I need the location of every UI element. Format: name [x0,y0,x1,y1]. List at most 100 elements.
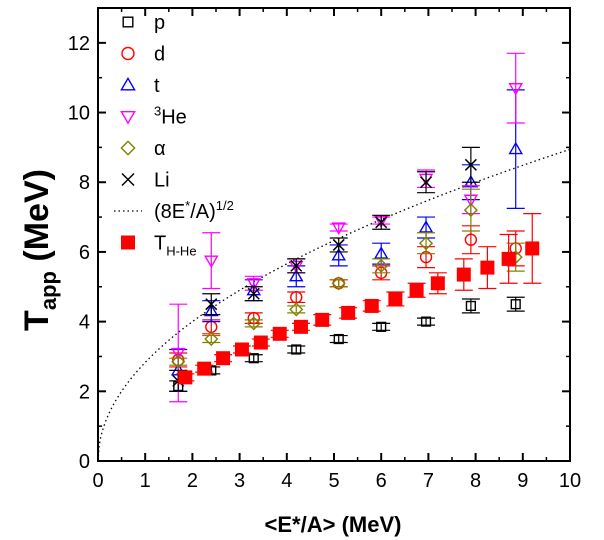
data-point [331,222,346,235]
legend-label: TH-He [154,233,197,259]
x-tick-label: 0 [92,470,103,492]
legend-marker [120,110,136,125]
legend-label: t [154,75,160,97]
series-th-he [176,212,542,385]
legend-label: α [154,138,166,160]
data-point [178,370,193,385]
data-point [420,176,433,189]
data-point [331,276,346,291]
legend-label: p [154,12,165,34]
x-tick-label: 3 [234,470,245,492]
legend-label: d [154,44,165,66]
x-tick-label: 2 [187,470,198,492]
data-point [291,344,302,355]
data-point [388,291,403,306]
data-point [463,203,478,218]
legend-label-base: T [154,233,166,255]
reference-curve-line [97,148,571,462]
legend-item-reference-curve: (8E*/A)1/2 [114,198,234,223]
y-axis-title-main: T [18,310,56,331]
y-tick-label: 2 [79,381,90,403]
legend-label-sub: H-He [166,244,196,259]
data-point [420,316,432,327]
data-point [216,351,231,366]
legend: pdt 3He α Li TH-He (8E*/A)1/2 [114,12,234,259]
data-point [170,347,186,361]
series-d [169,225,525,368]
legend-marker [121,46,135,61]
data-point [465,300,476,312]
x-tick-label: 9 [517,470,528,492]
data-point [409,283,424,298]
data-point [430,276,445,291]
y-tick-label: 4 [79,312,90,334]
data-point [364,298,379,313]
x-tick-label: 1 [140,470,151,492]
data-point [333,333,344,345]
plot-frame [97,7,571,462]
data-point [508,141,523,155]
legend-label-sup: 3 [154,104,161,119]
y-tick-label: 0 [79,451,90,473]
series-- [169,188,525,369]
legend-label-sup: * [185,198,190,213]
x-tick-label: 4 [281,470,292,492]
x-tick-label: 7 [423,470,434,492]
data-point [419,236,434,251]
data-point [288,268,304,282]
legend-label-part: /A) [190,201,216,223]
x-axis-title: <E*/A> (MeV) [265,512,402,537]
data-point [332,238,345,251]
data-point [248,353,259,364]
data-point [246,316,261,331]
data-point [247,287,260,300]
legend-item: Li [121,170,170,192]
data-point [525,241,540,256]
data-point [204,255,219,269]
legend-label-base: He [161,107,187,129]
reference-curve [97,148,571,462]
legend-item: t [120,75,160,97]
legend-item: TH-He [121,233,197,259]
legend-label: (8E*/A)1/2 [154,198,234,223]
data-point [331,247,346,261]
data-point [374,258,389,273]
data-point [375,216,388,229]
data-point [510,299,521,310]
data-point [373,246,389,259]
data-point [234,342,249,357]
data-point [253,335,268,350]
data-point [501,251,516,266]
y-tick-label: 12 [68,33,90,55]
x-tick-label: 6 [376,470,387,492]
data-point [464,158,477,171]
data-point [204,331,219,347]
data-point [290,259,303,272]
x-tick-label: 5 [328,470,339,492]
plot-area-border [97,7,571,462]
data-point [205,298,218,311]
data-point [289,302,304,317]
data-point [246,278,262,291]
data-point [508,83,523,96]
legend-label-sup: 1/2 [216,198,234,213]
legend-marker [120,77,136,91]
legend-item: d [121,44,165,66]
legend-item: p [122,12,165,34]
legend-item: α [120,138,166,160]
series-li [169,146,480,392]
data-point [341,305,356,320]
legend-marker [122,16,134,28]
legend-marker [120,140,136,156]
legend-label-part: (8E [154,201,185,223]
data-point [480,260,495,275]
data-point [293,319,308,334]
data-point [418,220,434,233]
data-point [315,312,330,327]
series-layer [169,52,542,403]
y-axis-title: Tapp (MeV) [18,169,61,331]
legend-label: 3He [154,104,187,129]
x-tick-label: 8 [470,470,481,492]
